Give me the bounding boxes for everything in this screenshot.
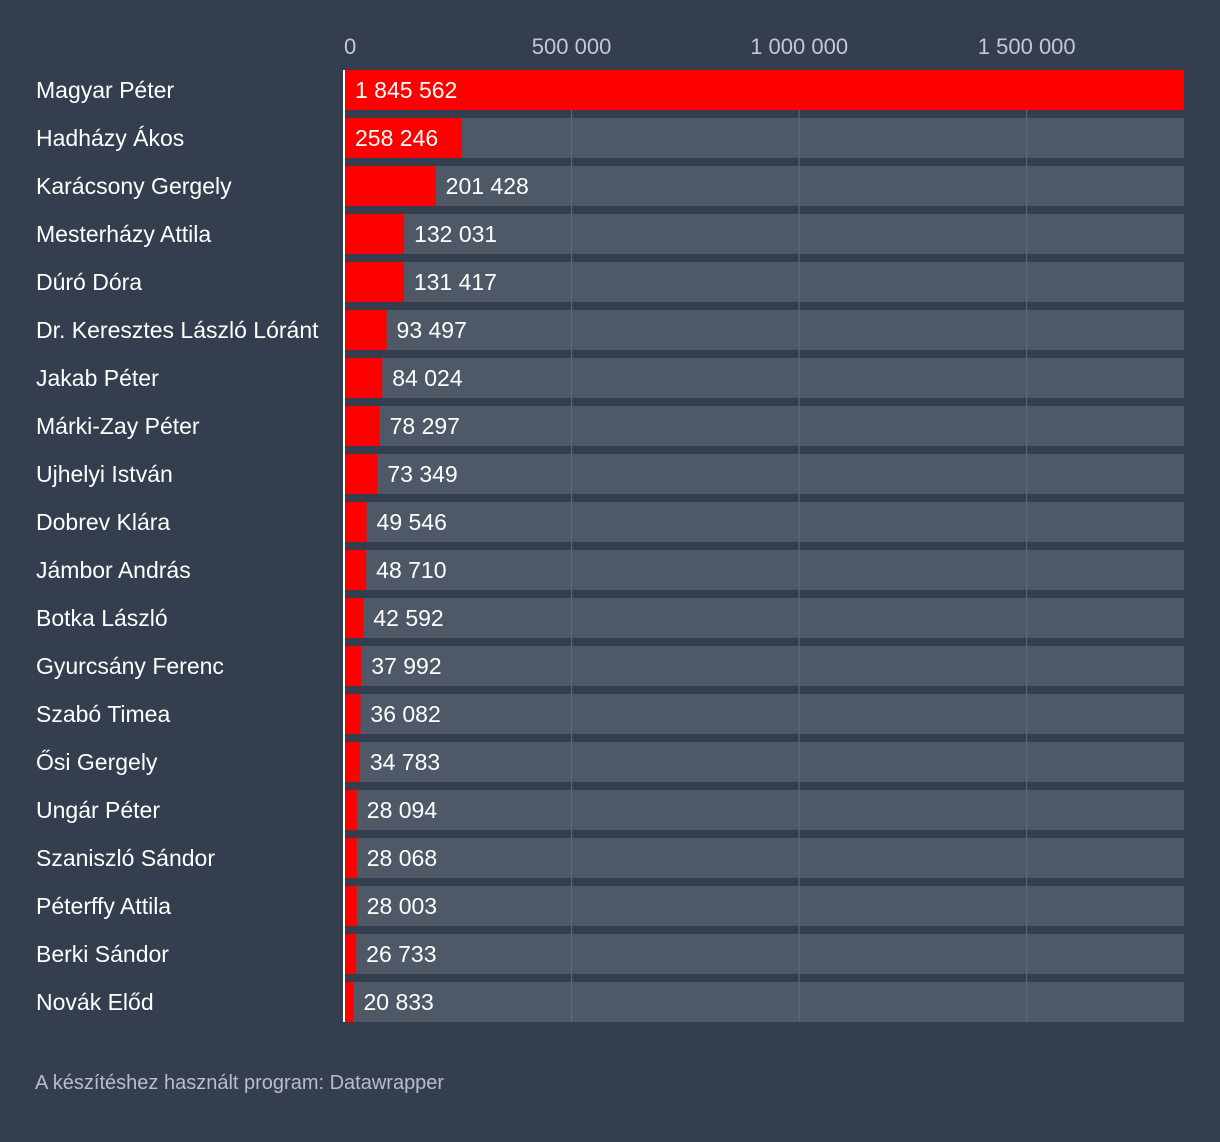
category-label: Karácsony Gergely — [36, 173, 232, 199]
bar-track — [344, 886, 1184, 926]
bar-track — [344, 790, 1184, 830]
bar — [344, 214, 405, 254]
category-label: Ungár Péter — [36, 797, 160, 823]
bar — [344, 886, 357, 926]
bar-track — [344, 214, 1184, 254]
bar — [344, 166, 436, 206]
value-label: 36 082 — [370, 701, 440, 727]
value-label: 42 592 — [373, 605, 443, 631]
bar — [344, 982, 354, 1022]
bar-track — [344, 454, 1184, 494]
category-label: Hadházy Ákos — [36, 125, 184, 151]
value-label: 49 546 — [377, 509, 447, 535]
category-label: Berki Sándor — [36, 941, 169, 967]
category-label: Dobrev Klára — [36, 509, 170, 535]
category-label: Magyar Péter — [36, 77, 174, 103]
bar — [344, 310, 387, 350]
category-label: Ősi Gergely — [36, 749, 158, 775]
bar-track — [344, 118, 1184, 158]
category-label: Szabó Timea — [36, 701, 170, 727]
bar-track — [344, 838, 1184, 878]
value-label: 48 710 — [376, 557, 446, 583]
value-label: 26 733 — [366, 941, 436, 967]
value-label: 20 833 — [363, 989, 433, 1015]
bar-tracks — [344, 70, 1184, 1022]
bar — [344, 502, 367, 542]
bar — [344, 118, 462, 158]
bar — [344, 934, 357, 974]
bar — [344, 598, 364, 638]
bar — [344, 406, 380, 446]
x-axis-ticks: 0 500 000 1 000 000 1 500 000 — [344, 34, 1076, 59]
value-label: 37 992 — [371, 653, 441, 679]
bar — [344, 454, 378, 494]
category-label: Ujhelyi István — [36, 461, 173, 487]
x-tick-label: 1 000 000 — [750, 34, 848, 59]
bar — [344, 790, 357, 830]
bar — [344, 70, 1184, 110]
category-label: Péterffy Attila — [36, 893, 171, 919]
value-label: 201 428 — [446, 173, 529, 199]
bar — [344, 262, 404, 302]
value-label: 28 068 — [367, 845, 437, 871]
bar — [344, 742, 360, 782]
bar-track — [344, 406, 1184, 446]
bars — [344, 70, 1184, 1022]
bar — [344, 550, 367, 590]
gridlines — [571, 70, 1028, 1022]
category-label: Mesterházy Attila — [36, 221, 211, 247]
value-label: 28 094 — [367, 797, 438, 823]
value-label: 93 497 — [397, 317, 467, 343]
bar — [344, 358, 383, 398]
bar — [344, 694, 361, 734]
bar-track — [344, 502, 1184, 542]
value-label: 84 024 — [392, 365, 463, 391]
x-tick-label: 0 — [344, 34, 356, 59]
value-label: 28 003 — [367, 893, 437, 919]
footer-note: A készítéshez használt program: Datawrap… — [35, 1072, 445, 1094]
bar-track — [344, 982, 1184, 1022]
value-label: 258 246 — [355, 125, 438, 151]
bar-track — [344, 934, 1184, 974]
bar-track — [344, 310, 1184, 350]
x-tick-label: 1 500 000 — [978, 34, 1076, 59]
bar-track — [344, 262, 1184, 302]
x-tick-label: 500 000 — [532, 34, 612, 59]
value-label: 131 417 — [414, 269, 497, 295]
category-label: Novák Előd — [36, 989, 154, 1015]
category-label: Jakab Péter — [36, 365, 159, 391]
category-labels: Magyar Péter Hadházy Ákos Karácsony Gergel… — [36, 77, 319, 1015]
bar-track — [344, 166, 1184, 206]
value-label: 1 845 562 — [355, 77, 457, 103]
bar — [344, 838, 357, 878]
bar-track — [344, 358, 1184, 398]
category-label: Dúró Dóra — [36, 269, 142, 295]
bar-track — [344, 694, 1184, 734]
value-label: 132 031 — [414, 221, 497, 247]
bar-track — [344, 550, 1184, 590]
value-label: 78 297 — [390, 413, 460, 439]
value-label: 73 349 — [387, 461, 457, 487]
bar-track — [344, 742, 1184, 782]
bar — [344, 646, 362, 686]
bar-track — [344, 646, 1184, 686]
category-label: Szaniszló Sándor — [36, 845, 215, 871]
category-label: Márki-Zay Péter — [36, 413, 200, 439]
value-label: 34 783 — [370, 749, 440, 775]
value-labels: 1 845 562 258 246 201 428 132 031 131 417 93 … — [355, 77, 529, 1015]
bar-track — [344, 598, 1184, 638]
category-label: Gyurcsány Ferenc — [36, 653, 224, 679]
category-label: Jámbor András — [36, 557, 191, 583]
category-label: Dr. Keresztes László Lóránt — [36, 317, 319, 343]
category-label: Botka László — [36, 605, 168, 631]
